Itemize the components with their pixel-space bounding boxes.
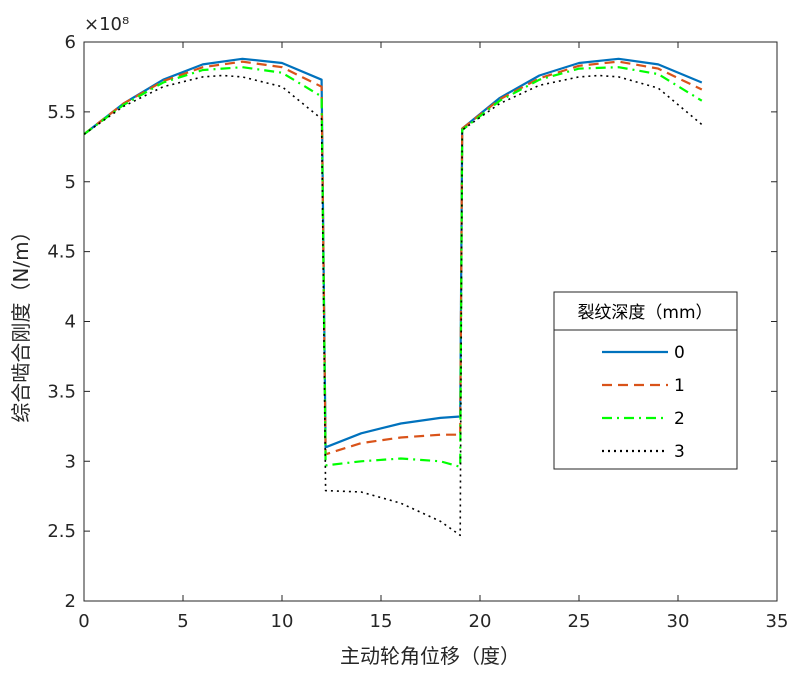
x-tick-label: 25 — [568, 611, 591, 632]
legend-label-3: 3 — [674, 442, 685, 462]
y-tick-label: 5 — [65, 172, 76, 193]
y-tick-label: 3.5 — [47, 381, 76, 402]
x-tick-label: 10 — [271, 611, 294, 632]
y-axis-title: 综合啮合刚度（N/m） — [9, 221, 33, 422]
series-layer — [83, 57, 703, 537]
x-tick-label: 35 — [766, 611, 789, 632]
x-tick-label: 30 — [667, 611, 690, 632]
legend: 裂纹深度（mm） 0 1 2 3 — [553, 291, 738, 470]
x-tick-label: 5 — [177, 611, 188, 632]
legend-items: 0 1 2 3 — [602, 343, 685, 462]
series-line-1 — [83, 60, 703, 456]
y-tick-label: 6 — [65, 32, 76, 53]
legend-label-1: 1 — [674, 376, 685, 396]
legend-box — [553, 291, 738, 470]
y-tick-label: 4 — [65, 312, 76, 333]
legend-label-2: 2 — [674, 409, 685, 429]
y-tick-label: 2.5 — [47, 521, 76, 542]
legend-label-0: 0 — [674, 343, 685, 363]
y-tick-label: 3 — [65, 451, 76, 472]
legend-title: 裂纹深度（mm） — [577, 303, 712, 323]
series-line-2 — [83, 66, 703, 468]
y-exponent-label: ×10⁸ — [84, 14, 129, 35]
y-tick-label: 5.5 — [47, 102, 76, 123]
x-tick-label: 0 — [78, 611, 89, 632]
y-tick-label: 2 — [65, 591, 76, 612]
series-line-0 — [83, 57, 703, 449]
x-tick-label: 20 — [469, 611, 492, 632]
x-axis-title: 主动轮角位移（度） — [340, 644, 520, 668]
x-tick-label: 15 — [370, 611, 393, 632]
y-tick-label: 4.5 — [47, 242, 76, 263]
